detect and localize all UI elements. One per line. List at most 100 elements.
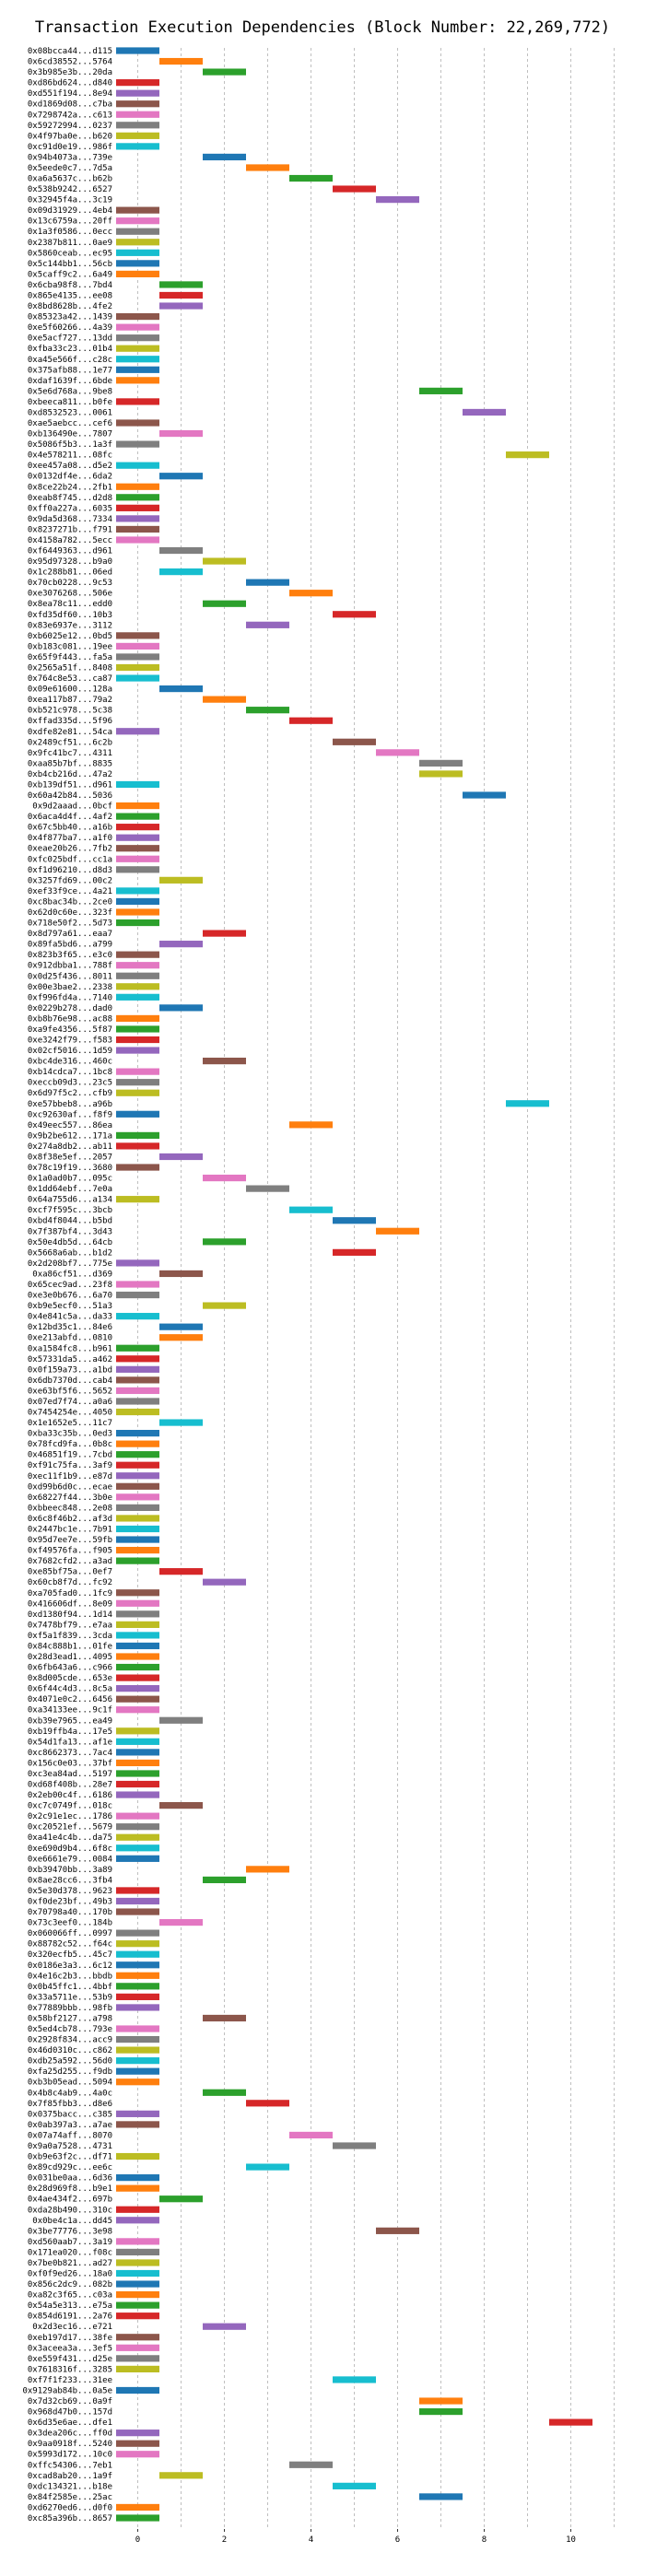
dependency-bar xyxy=(159,1153,203,1161)
tx-label: 0xe57bbeb8...a96b xyxy=(28,1100,112,1109)
dependency-bar xyxy=(116,2440,159,2447)
dependency-bar xyxy=(116,2355,159,2362)
dependency-bar xyxy=(116,1536,159,1543)
dependency-bar xyxy=(116,1961,159,1969)
dependency-bar xyxy=(116,1365,159,1373)
dependency-bar xyxy=(203,1302,246,1309)
tx-label: 0xfba33c23...01b4 xyxy=(28,345,112,354)
dependency-bar xyxy=(203,2014,246,2022)
dependency-bar xyxy=(116,824,159,831)
tx-label: 0xb19ffb4a...17e5 xyxy=(28,1727,112,1737)
dependency-bar xyxy=(116,2238,159,2245)
dependency-bar xyxy=(116,2152,159,2160)
dependency-bar xyxy=(116,239,159,246)
dependency-bar xyxy=(116,1812,159,1820)
dependency-bar xyxy=(116,813,159,820)
tx-label: 0xfa25d255...f9db xyxy=(28,2067,112,2077)
dependency-bar xyxy=(116,100,159,108)
dependency-bar xyxy=(159,1802,203,1809)
tx-label: 0xc7c0749f...018c xyxy=(28,1802,112,1811)
tx-label: 0xd1869d08...c7ba xyxy=(28,100,112,110)
tx-label: 0x5993d172...10c0 xyxy=(28,2451,112,2460)
dependency-bar xyxy=(116,1972,159,1979)
dependency-bar xyxy=(116,1164,159,1171)
tx-label: 0x95d7ee7e...59fb xyxy=(28,1536,112,1545)
dependency-bar xyxy=(116,1759,159,1767)
dependency-bar xyxy=(116,983,159,990)
tx-label: 0xeab8f745...d2d8 xyxy=(28,494,112,503)
tx-label: 0xfd35df60...10b3 xyxy=(28,611,112,620)
dependency-bar xyxy=(116,2334,159,2341)
dependency-bar xyxy=(203,1578,246,1586)
tx-label: 0xe690d9b4...6f8c xyxy=(28,1844,112,1854)
dependency-bar xyxy=(116,1685,159,1692)
tx-label: 0x031be0aa...6d36 xyxy=(28,2174,112,2184)
tx-label: 0x2387b811...0ae9 xyxy=(28,239,112,248)
dependency-bar xyxy=(116,1674,159,1681)
dependency-bar xyxy=(203,557,246,565)
tx-label: 0xb39e7965...ea49 xyxy=(28,1716,112,1726)
dependency-bar xyxy=(159,1323,203,1330)
tx-label: 0x6cd38552...5764 xyxy=(28,58,112,67)
dependency-bar xyxy=(159,1568,203,1575)
dependency-bar xyxy=(116,1355,159,1363)
dependency-bar xyxy=(203,1876,246,1884)
dependency-bar xyxy=(116,2344,159,2351)
dependency-bar xyxy=(116,1791,159,1798)
dependency-bar xyxy=(116,536,159,544)
tx-label: 0xffad335d...5f96 xyxy=(28,717,112,726)
dependency-bar xyxy=(116,2078,159,2086)
dependency-bar xyxy=(289,590,333,597)
tx-label: 0x94b4073a...739e xyxy=(28,153,112,162)
tx-label: 0xf0de23bf...49b3 xyxy=(28,1898,112,1907)
dependency-bar xyxy=(419,770,463,778)
tx-label: 0x88782c52...f64c xyxy=(28,1940,112,1950)
tx-label: 0x4071e0c2...6456 xyxy=(28,1695,112,1704)
tx-label: 0xc85a396b...8657 xyxy=(28,2514,112,2523)
tx-label: 0xd1380f94...1d14 xyxy=(28,1610,112,1620)
tx-label: 0x7618316f...3285 xyxy=(28,2365,112,2374)
tx-label: 0xee457a08...d5e2 xyxy=(28,462,112,471)
tx-label: 0x70798a40...170b xyxy=(28,1908,112,1917)
dependency-bar xyxy=(159,429,203,438)
dependency-bar xyxy=(549,2418,592,2426)
dependency-bar xyxy=(463,791,506,799)
tx-label: 0x8bd8628b...4fe2 xyxy=(28,302,112,311)
dependency-bar xyxy=(116,1344,159,1352)
dependency-bar xyxy=(116,1844,159,1852)
tx-label: 0x9d2aaad...0bcf xyxy=(32,802,112,812)
tx-label: 0xc91d0e19...986f xyxy=(28,143,112,152)
dependency-bar xyxy=(116,2313,159,2320)
dependency-bar xyxy=(116,2025,159,2032)
tx-label: 0x09e61600...128a xyxy=(28,685,112,695)
dependency-bar xyxy=(116,834,159,841)
tx-label: 0x274a8db2...ab11 xyxy=(28,1142,112,1152)
dependency-bar xyxy=(116,2067,159,2075)
dependency-bar xyxy=(116,962,159,969)
dependency-bar xyxy=(116,1068,159,1075)
tx-label: 0x7be0b821...ad27 xyxy=(28,2259,112,2268)
tx-label: 0x46d0310c...c862 xyxy=(28,2046,112,2055)
tx-label: 0xff0a227a...6035 xyxy=(28,504,112,513)
tx-label: 0x2489cf51...6c2b xyxy=(28,738,112,747)
dependency-bar xyxy=(116,1653,159,1660)
tx-label: 0x4e578211...08fc xyxy=(28,451,112,461)
dependency-bar xyxy=(116,2206,159,2213)
dependency-bar xyxy=(116,1313,159,1320)
dependency-bar xyxy=(419,759,463,767)
tx-label: 0x57331da5...a462 xyxy=(28,1355,112,1364)
tx-label: 0x08bcca44...d115 xyxy=(28,47,112,56)
x-tick-label: 4 xyxy=(309,2535,313,2545)
dependency-bar xyxy=(289,1121,333,1129)
dependency-bar xyxy=(159,1918,203,1926)
dependency-bar xyxy=(116,312,159,321)
dependency-bar xyxy=(116,1823,159,1831)
dependency-bar xyxy=(116,1993,159,2000)
tx-label: 0x46851f19...7cbd xyxy=(28,1451,112,1460)
x-tick-label: 2 xyxy=(222,2535,227,2545)
tx-label: 0x1c288b81...06ed xyxy=(28,568,112,578)
tx-label: 0xb136490e...7807 xyxy=(28,430,112,439)
dependency-bar xyxy=(116,2110,159,2117)
tx-label: 0xb521c978...5c38 xyxy=(28,707,112,716)
